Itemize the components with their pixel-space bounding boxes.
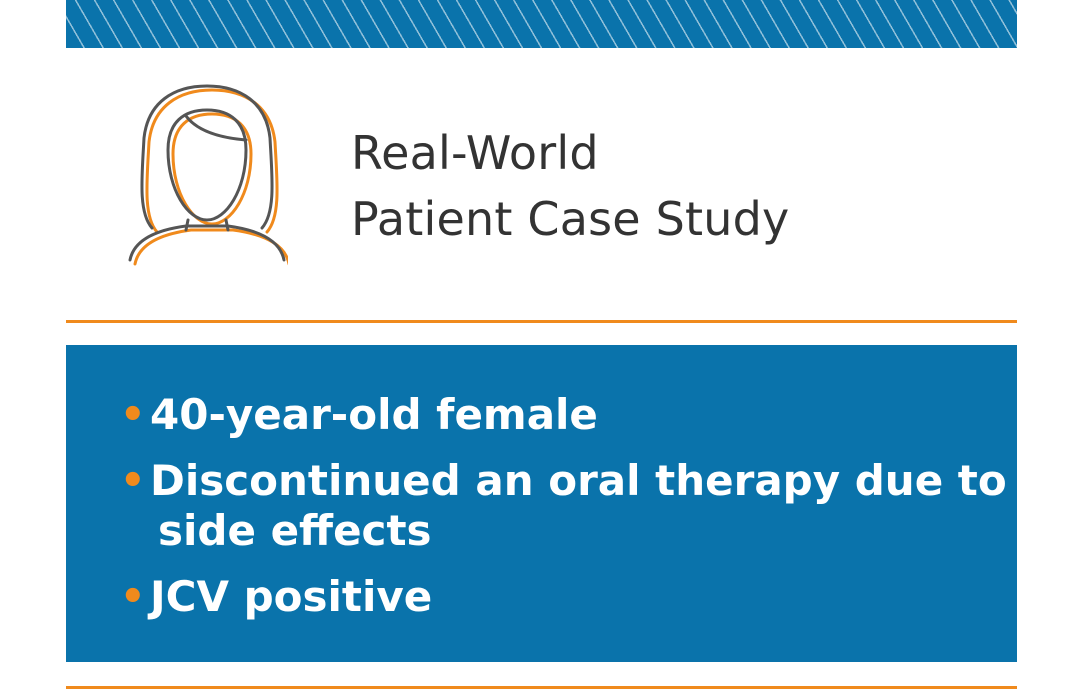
patient-facts-list: • 40-year-old female • Discontinued an o… [120,390,1007,622]
title-line-1: Real-World [351,126,599,180]
bullet-dot-icon: • [120,458,146,504]
list-item-text-continued: side effects [158,506,432,555]
bullet-dot-icon: • [120,574,146,620]
list-item-age: • 40-year-old female [120,390,1000,440]
title-line-2: Patient Case Study [351,192,790,246]
page-title: Real-World Patient Case Study [351,120,789,252]
list-item-text: 40-year-old female [150,390,598,439]
orange-divider-top [66,320,1017,323]
top-striped-banner [66,0,1017,48]
bullet-dot-icon: • [120,392,146,438]
list-item-text: JCV positive [150,572,433,621]
list-item-text: Discontinued an oral therapy due to [150,456,1007,505]
list-item-jcv: • JCV positive [120,572,1000,622]
orange-divider-bottom [66,686,1017,689]
list-item-therapy: • Discontinued an oral therapy due to si… [120,456,1007,556]
patient-info-panel: • 40-year-old female • Discontinued an o… [66,345,1017,662]
female-patient-icon [128,84,288,266]
